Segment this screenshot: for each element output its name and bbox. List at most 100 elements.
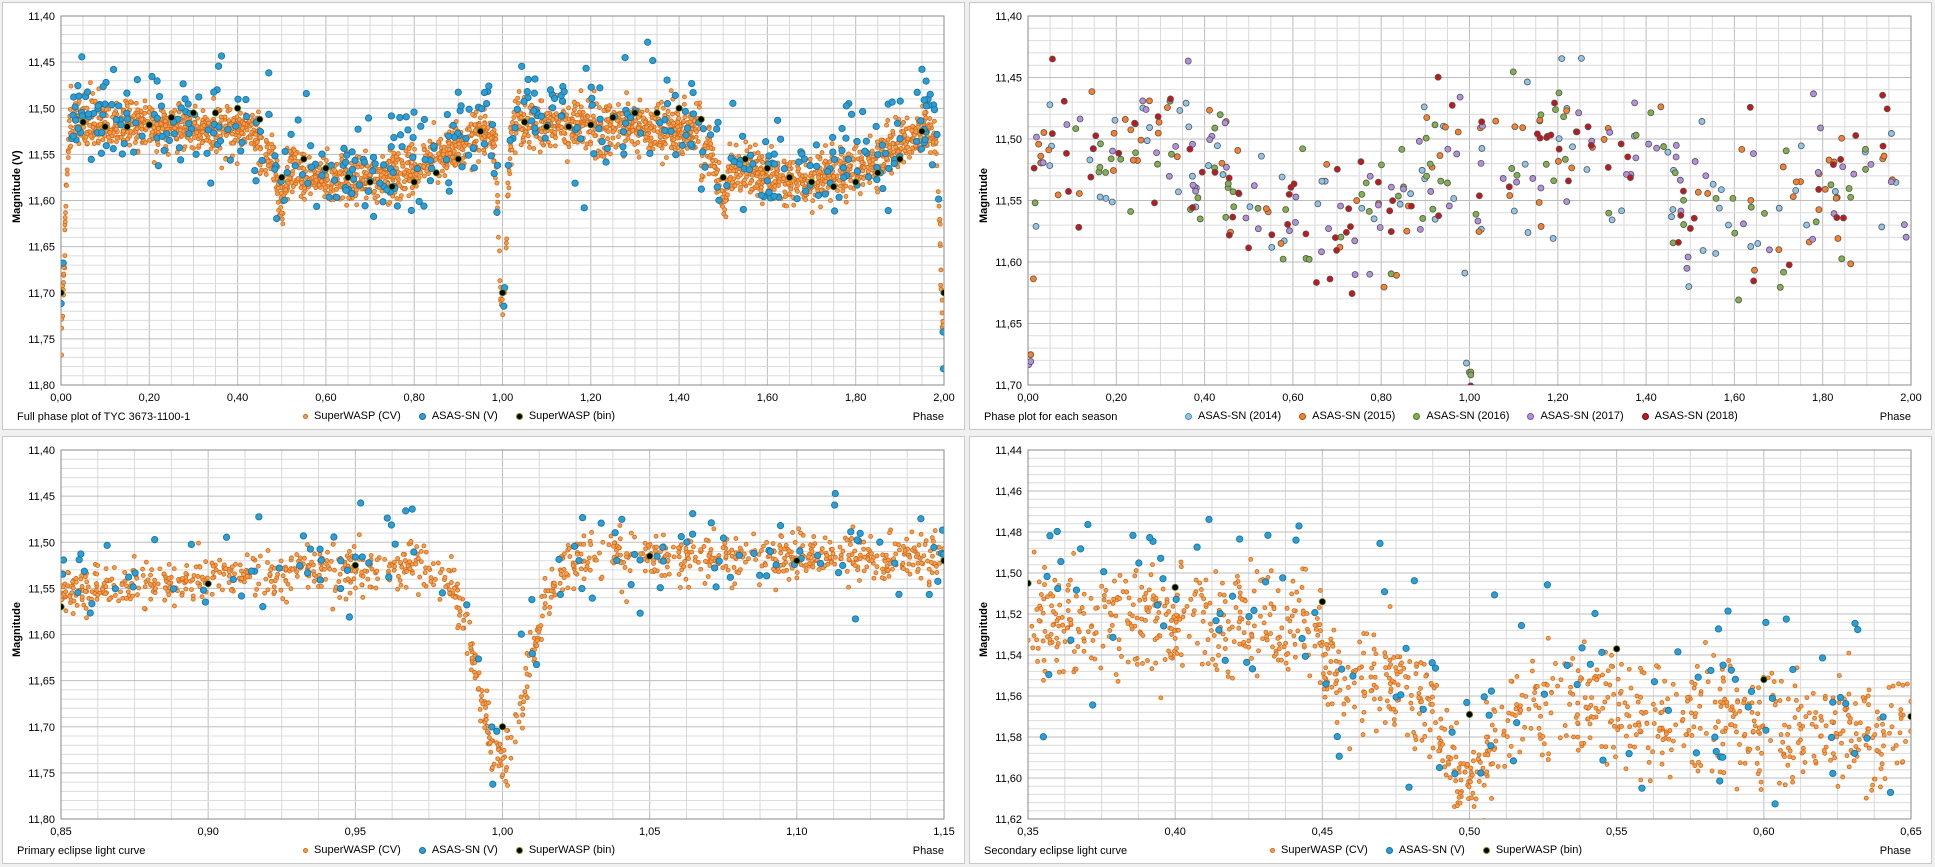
season-point	[1888, 130, 1895, 137]
superwasp-cv-point	[467, 127, 472, 132]
asas-sn-point	[283, 168, 291, 177]
superwasp-cv-point	[666, 571, 672, 577]
superwasp-cv-point	[711, 526, 717, 532]
superwasp-cv-point	[294, 569, 300, 575]
superwasp-cv-point	[922, 542, 928, 547]
season-point	[1775, 204, 1783, 212]
superwasp-cv-point	[722, 541, 728, 546]
superwasp-cv-point	[275, 185, 281, 191]
superwasp-cv-point	[189, 145, 195, 150]
superwasp-cv-point	[573, 570, 578, 576]
season-point	[1046, 101, 1054, 109]
season-point	[1086, 156, 1094, 164]
superwasp-cv-point	[131, 553, 137, 559]
superwasp-cv-point	[438, 136, 444, 142]
asas-sn-point	[387, 112, 395, 120]
superwasp-cv-point	[103, 591, 109, 597]
superwasp-cv-point	[664, 155, 669, 160]
superwasp-bin-point	[940, 289, 944, 297]
superwasp-cv-point	[653, 533, 659, 539]
asas-sn-point	[697, 185, 705, 193]
season-point	[1142, 106, 1150, 113]
superwasp-cv-point	[756, 552, 762, 557]
superwasp-cv-point	[637, 97, 643, 103]
season-point	[1282, 206, 1290, 213]
superwasp-cv-point	[410, 570, 415, 576]
season-point	[1389, 197, 1397, 205]
superwasp-cv-point	[495, 199, 501, 205]
season-point	[1698, 118, 1706, 125]
superwasp-cv-point	[905, 144, 911, 150]
asas-sn-point	[550, 94, 559, 103]
superwasp-cv-point	[911, 545, 917, 551]
superwasp-cv-point	[271, 584, 277, 590]
legend-marker	[515, 412, 523, 420]
superwasp-cv-point	[503, 767, 509, 773]
superwasp-cv-point	[941, 546, 944, 551]
season-point	[1478, 118, 1486, 126]
asas-sn-point	[71, 103, 79, 111]
superwasp-cv-point	[555, 120, 561, 125]
superwasp-cv-point	[64, 171, 70, 177]
superwasp-cv-point	[617, 536, 623, 542]
season-point	[1537, 184, 1545, 192]
superwasp-cv-point	[578, 104, 584, 110]
asas-sn-point	[117, 121, 125, 129]
season-point	[1683, 264, 1691, 272]
asas-sn-point	[271, 152, 279, 160]
superwasp-cv-point	[571, 139, 577, 145]
asas-sn-point	[118, 150, 126, 158]
superwasp-cv-point	[257, 134, 263, 140]
superwasp-cv-point	[731, 168, 737, 174]
superwasp-cv-point	[581, 576, 587, 582]
superwasp-cv-point	[172, 125, 178, 131]
superwasp-cv-point	[810, 198, 816, 204]
superwasp-bin-point	[807, 178, 816, 186]
asas-sn-point	[102, 142, 110, 150]
superwasp-cv-point	[92, 98, 98, 104]
season-point	[1235, 189, 1242, 197]
superwasp-cv-point	[351, 576, 357, 582]
superwasp-cv-point	[147, 105, 152, 110]
asas-sn-point	[99, 83, 107, 91]
superwasp-cv-point	[566, 105, 571, 111]
season-point	[1323, 160, 1331, 168]
season-point	[1186, 145, 1194, 153]
superwasp-cv-point	[98, 121, 103, 127]
superwasp-cv-point	[330, 541, 336, 547]
superwasp-cv-point	[463, 612, 468, 618]
superwasp-cv-point	[521, 699, 526, 705]
superwasp-cv-point	[61, 325, 65, 331]
asas-sn-point	[493, 208, 501, 216]
asas-sn-point	[726, 573, 734, 581]
season-point	[1028, 358, 1035, 365]
superwasp-cv-point	[239, 130, 245, 136]
asas-sn-point	[500, 302, 508, 310]
asas-sn-point	[184, 100, 192, 108]
superwasp-cv-point	[345, 576, 351, 582]
asas-sn-point	[862, 137, 870, 145]
superwasp-cv-point	[837, 158, 843, 164]
superwasp-cv-point	[467, 619, 473, 625]
season-point	[1314, 200, 1322, 208]
superwasp-cv-point	[606, 106, 611, 112]
superwasp-cv-point	[223, 133, 229, 138]
superwasp-cv-point	[430, 561, 436, 567]
superwasp-cv-point	[753, 557, 759, 562]
season-point	[1049, 55, 1056, 63]
season-point	[1418, 166, 1426, 174]
asas-sn-point	[739, 132, 747, 140]
superwasp-cv-point	[100, 586, 105, 592]
season-point	[1740, 220, 1747, 228]
asas-sn-point	[123, 89, 131, 97]
superwasp-cv-point	[283, 183, 289, 189]
superwasp-cv-point	[500, 755, 506, 761]
legend: SuperWASP (CV) ASAS-SN (V) SuperWASP (bi…	[303, 410, 633, 422]
season-point	[1453, 150, 1461, 158]
superwasp-cv-point	[611, 543, 616, 549]
asas-sn-point	[707, 519, 715, 527]
season-point	[1840, 214, 1847, 222]
legend-marker	[1527, 412, 1535, 420]
season-point	[1627, 174, 1634, 182]
asas-sn-point	[258, 156, 266, 165]
